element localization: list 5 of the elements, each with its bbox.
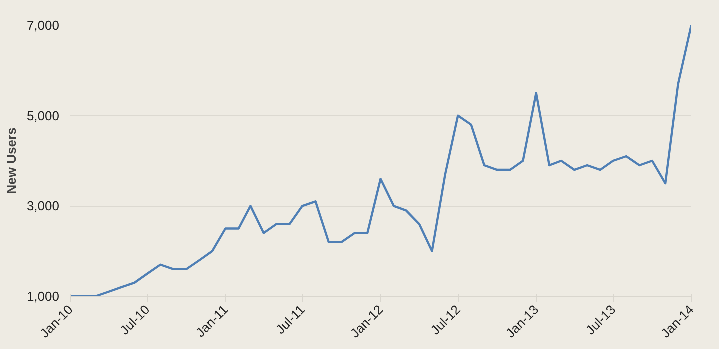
y-tick-label: 7,000: [26, 18, 60, 33]
y-axis-title: New Users: [4, 128, 19, 194]
y-tick-label: 3,000: [26, 198, 60, 214]
y-tick-label: 1,000: [26, 289, 60, 304]
y-tick-label: 5,000: [26, 108, 60, 124]
